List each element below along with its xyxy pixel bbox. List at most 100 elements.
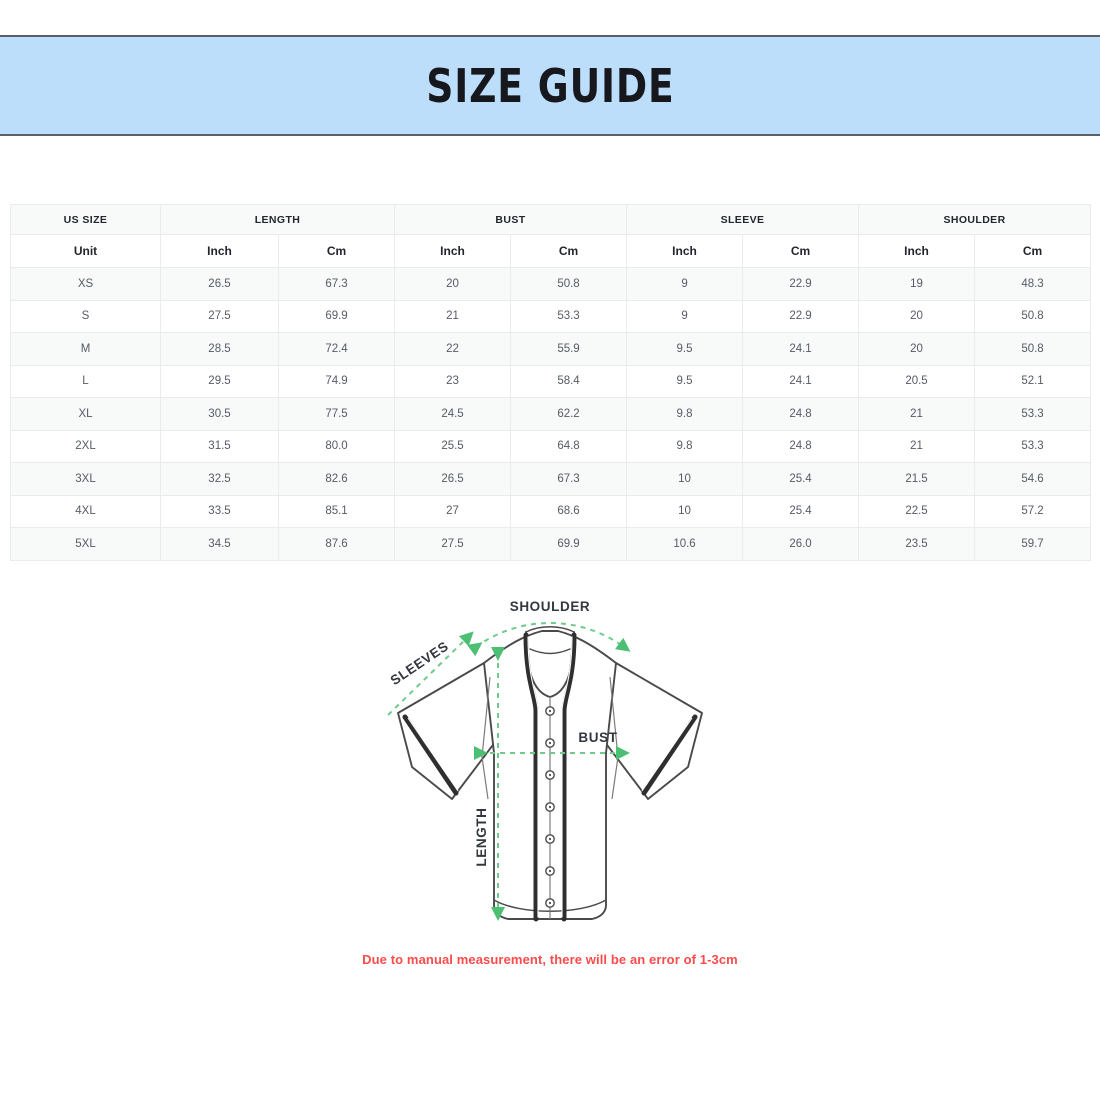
unit-header-row: Unit Inch Cm Inch Cm Inch Cm Inch Cm (10, 234, 1092, 268)
cell-bust-in: 25.5 (394, 429, 512, 463)
table-head: US SIZE LENGTH BUST SLEEVE SHOULDER Unit… (10, 204, 1092, 268)
measurement-disclaimer: Due to manual measurement, there will be… (362, 952, 738, 967)
table-row: XL 30.5 77.5 24.5 62.2 9.8 24.8 21 53.3 (10, 397, 1092, 431)
cell-sleeve-cm: 22.9 (742, 267, 860, 301)
cell-bust-cm: 58.4 (510, 364, 628, 398)
table-row: XS 26.5 67.3 20 50.8 9 22.9 19 48.3 (10, 267, 1092, 301)
cell-sleeve-cm: 24.1 (742, 332, 860, 366)
cell-sleeve-cm: 22.9 (742, 299, 860, 333)
cell-length-in: 27.5 (160, 299, 279, 333)
cell-size: M (10, 332, 161, 366)
cell-sleeve-cm: 25.4 (742, 494, 860, 528)
cell-bust-in: 27.5 (394, 527, 512, 561)
cell-size: 3XL (10, 462, 161, 496)
unit-header-length-inch: Inch (160, 234, 279, 268)
cell-shoulder-cm: 48.3 (974, 267, 1092, 301)
cell-size: 5XL (10, 527, 161, 561)
cell-length-in: 28.5 (160, 332, 279, 366)
unit-header-bust-inch: Inch (394, 234, 512, 268)
cell-sleeve-cm: 24.8 (742, 397, 860, 431)
cell-bust-in: 20 (394, 267, 512, 301)
cell-length-cm: 77.5 (277, 397, 396, 431)
unit-header-bust-cm: Cm (510, 234, 628, 268)
unit-header-sleeve-cm: Cm (742, 234, 860, 268)
cell-length-cm: 82.6 (277, 462, 396, 496)
cell-shoulder-in: 22.5 (858, 494, 976, 528)
unit-header-sleeve-inch: Inch (626, 234, 744, 268)
cell-sleeve-in: 10 (626, 494, 744, 528)
cell-bust-in: 26.5 (394, 462, 512, 496)
page-title: SIZE GUIDE (425, 58, 675, 113)
cell-sleeve-cm: 24.8 (742, 429, 860, 463)
cell-size: L (10, 364, 161, 398)
cell-bust-in: 27 (394, 494, 512, 528)
group-header-length: LENGTH (159, 204, 396, 235)
cell-bust-cm: 67.3 (510, 462, 628, 496)
group-header-us-size: US SIZE (10, 204, 161, 235)
cell-bust-cm: 55.9 (510, 332, 628, 366)
jersey-sleeve-trim (402, 714, 698, 796)
table-row: M 28.5 72.4 22 55.9 9.5 24.1 20 50.8 (10, 332, 1092, 366)
cell-shoulder-in: 21.5 (858, 462, 976, 496)
cell-size: XL (10, 397, 161, 431)
table-row: S 27.5 69.9 21 53.3 9 22.9 20 50.8 (10, 299, 1092, 333)
cell-bust-in: 24.5 (394, 397, 512, 431)
cell-bust-cm: 68.6 (510, 494, 628, 528)
cell-bust-in: 21 (394, 299, 512, 333)
unit-header-shoulder-cm: Cm (974, 234, 1092, 268)
table-body: XS 26.5 67.3 20 50.8 9 22.9 19 48.3 S 27.5 69.9 21 53… (10, 267, 1092, 561)
cell-shoulder-cm: 54.6 (974, 462, 1092, 496)
cell-length-in: 33.5 (160, 494, 279, 528)
cell-size: XS (10, 267, 161, 301)
group-header-bust: BUST (394, 204, 628, 235)
group-header-row: US SIZE LENGTH BUST SLEEVE SHOULDER (10, 204, 1092, 235)
cell-shoulder-cm: 53.3 (974, 429, 1092, 463)
shoulder-label: SHOULDER (510, 599, 591, 614)
sleeves-measure-line (387, 631, 474, 716)
cell-sleeve-in: 9.5 (626, 364, 744, 398)
cell-bust-cm: 69.9 (510, 527, 628, 561)
cell-bust-cm: 53.3 (510, 299, 628, 333)
cell-bust-in: 23 (394, 364, 512, 398)
cell-length-in: 26.5 (160, 267, 279, 301)
jersey-measurement-diagram: SHOULDER SLEEVES BUST LENGTH (330, 585, 770, 985)
cell-size: S (10, 299, 161, 333)
cell-length-in: 30.5 (160, 397, 279, 431)
cell-shoulder-cm: 50.8 (974, 332, 1092, 366)
cell-bust-in: 22 (394, 332, 512, 366)
cell-length-cm: 69.9 (277, 299, 396, 333)
table-row: 2XL 31.5 80.0 25.5 64.8 9.8 24.8 21 53.3 (10, 429, 1092, 463)
cell-shoulder-in: 21 (858, 397, 976, 431)
cell-size: 4XL (10, 494, 161, 528)
table-row: 4XL 33.5 85.1 27 68.6 10 25.4 22.5 57.2 (10, 494, 1092, 528)
cell-shoulder-in: 20 (858, 299, 976, 333)
bust-label: BUST (578, 730, 617, 745)
table-row: 3XL 32.5 82.6 26.5 67.3 10 25.4 21.5 54.6 (10, 462, 1092, 496)
length-label: LENGTH (474, 807, 489, 866)
cell-sleeve-in: 9.8 (626, 397, 744, 431)
cell-shoulder-in: 20 (858, 332, 976, 366)
group-header-shoulder: SHOULDER (858, 204, 1092, 235)
cell-shoulder-in: 21 (858, 429, 976, 463)
group-header-sleeve: SLEEVE (626, 204, 860, 235)
cell-bust-cm: 62.2 (510, 397, 628, 431)
cell-shoulder-cm: 52.1 (974, 364, 1092, 398)
cell-length-cm: 80.0 (277, 429, 396, 463)
cell-length-cm: 85.1 (277, 494, 396, 528)
size-chart-table: US SIZE LENGTH BUST SLEEVE SHOULDER Unit… (10, 204, 1092, 561)
table-row: L 29.5 74.9 23 58.4 9.5 24.1 20.5 52.1 (10, 364, 1092, 398)
cell-sleeve-in: 9.5 (626, 332, 744, 366)
cell-length-cm: 67.3 (277, 267, 396, 301)
cell-length-cm: 72.4 (277, 332, 396, 366)
cell-length-cm: 87.6 (277, 527, 396, 561)
cell-shoulder-in: 23.5 (858, 527, 976, 561)
size-chart-table-wrap: US SIZE LENGTH BUST SLEEVE SHOULDER Unit… (10, 204, 1092, 561)
cell-length-in: 32.5 (160, 462, 279, 496)
cell-size: 2XL (10, 429, 161, 463)
cell-shoulder-in: 20.5 (858, 364, 976, 398)
cell-shoulder-cm: 57.2 (974, 494, 1092, 528)
table-row: 5XL 34.5 87.6 27.5 69.9 10.6 26.0 23.5 59.7 (10, 527, 1092, 561)
cell-bust-cm: 64.8 (510, 429, 628, 463)
cell-length-in: 29.5 (160, 364, 279, 398)
unit-header-unit: Unit (10, 234, 161, 268)
